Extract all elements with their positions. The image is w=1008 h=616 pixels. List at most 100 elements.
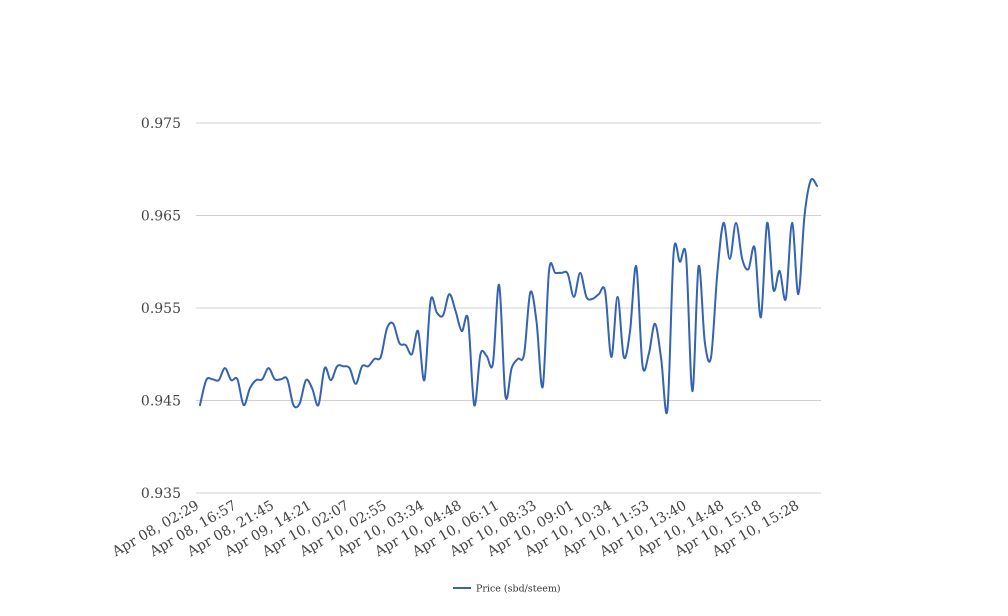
data-point [455,310,457,312]
data-point [261,378,263,380]
legend: Price (sbd/steem) [453,584,561,595]
data-point [536,321,538,323]
data-point [517,358,519,360]
data-point [573,296,575,298]
data-point [735,222,737,224]
data-point [772,289,774,291]
y-gridlines [196,122,821,494]
data-point [679,261,681,263]
data-point [374,358,376,360]
data-point [230,379,232,381]
series-line [199,178,818,415]
data-point [685,256,687,258]
data-point [598,293,600,295]
data-point [648,353,650,355]
data-point [504,395,506,397]
data-point [760,316,762,318]
data-point [442,314,444,316]
data-point [511,367,513,369]
data-point [417,330,419,332]
data-point [305,379,307,381]
data-point [467,318,469,320]
data-point [666,409,668,411]
data-point [791,222,793,224]
data-point [367,365,369,367]
data-point [355,383,357,385]
data-point [542,386,544,388]
series-layer [199,178,818,415]
data-point [810,179,812,181]
data-point [292,404,294,406]
data-point [816,185,818,187]
data-point [249,387,251,389]
data-point [311,387,313,389]
data-point [274,378,276,380]
data-point [392,323,394,325]
data-point [405,344,407,346]
data-point [398,342,400,344]
data-point [747,268,749,270]
data-point [585,296,587,298]
y-tick-label: 0.955 [141,301,181,317]
data-point [741,258,743,260]
data-point [548,270,550,272]
data-point [461,330,463,332]
data-point [797,293,799,295]
data-point [430,300,432,302]
data-point [704,341,706,343]
data-point [660,358,662,360]
data-point [280,378,282,380]
data-point [698,265,700,267]
y-axis-tick-labels: 0.935 0.945 0.955 0.965 0.975 [141,116,181,502]
data-point [641,364,643,366]
data-point [804,215,806,217]
data-point [716,273,718,275]
data-point [654,323,656,325]
data-point [635,265,637,267]
data-point [473,404,475,406]
data-point [299,402,301,404]
data-point [729,258,731,260]
data-point [723,222,725,224]
data-point [523,353,525,355]
data-point [492,363,494,365]
y-tick-label: 0.945 [141,394,181,410]
data-point [486,355,488,357]
data-point [560,272,562,274]
data-point [286,378,288,380]
data-point [448,293,450,295]
data-point [386,327,388,329]
data-point [567,273,569,275]
data-point [604,290,606,292]
data-point [211,378,213,380]
data-point [411,353,413,355]
data-point [436,312,438,314]
data-point [691,390,693,392]
data-point [754,247,756,249]
data-point [579,272,581,274]
data-point [529,291,531,293]
data-point [324,367,326,369]
data-point [592,298,594,300]
data-point [349,367,351,369]
data-point [617,296,619,298]
data-point [330,379,332,381]
data-point [255,379,257,381]
data-point [361,365,363,367]
y-tick-label: 0.965 [141,209,181,225]
data-point [623,356,625,358]
data-point [380,356,382,358]
data-point [629,330,631,332]
data-point [218,379,220,381]
data-point [236,378,238,380]
data-point [785,298,787,300]
data-point [673,252,675,254]
data-point [336,365,338,367]
data-point [498,284,500,286]
data-point [423,379,425,381]
data-point [268,367,270,369]
data-point [610,356,612,358]
data-point [479,353,481,355]
data-point [766,222,768,224]
